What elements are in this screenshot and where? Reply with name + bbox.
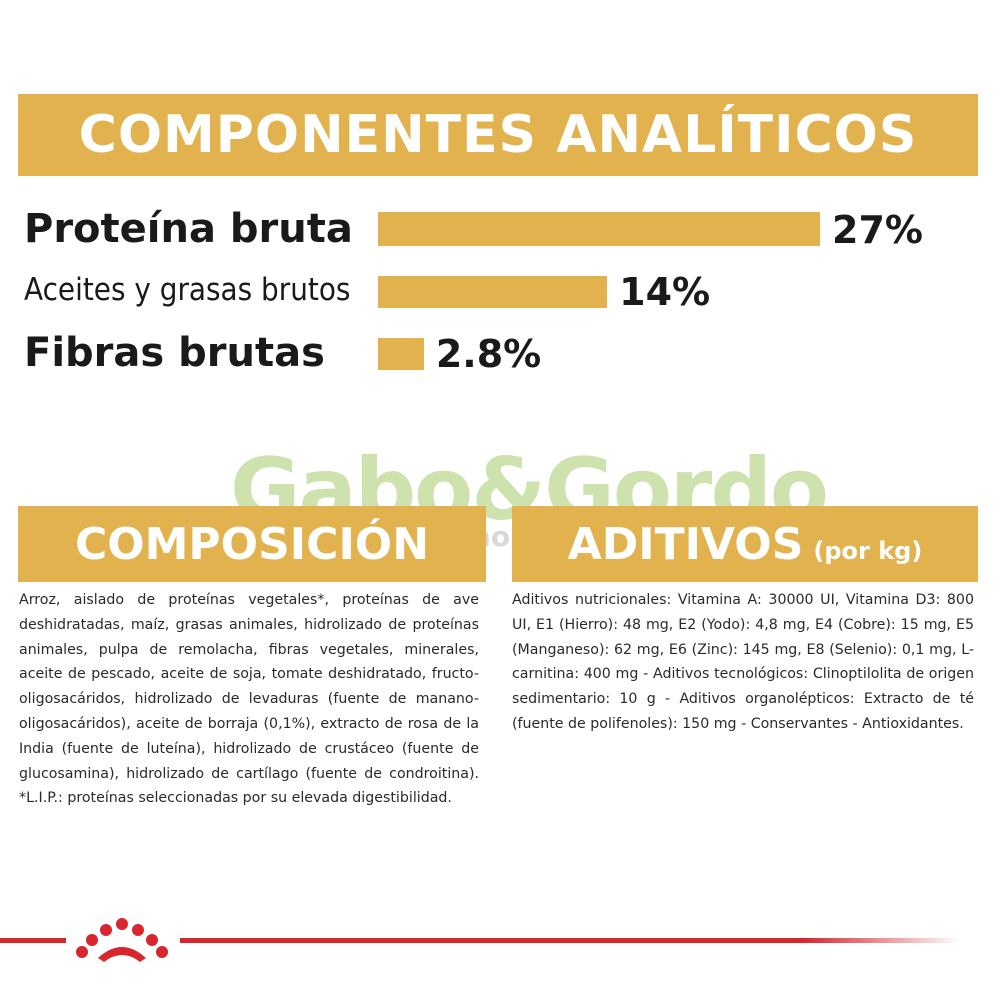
composition-paragraph: Arroz, aislado de proteínas vegetales*, … — [19, 592, 479, 807]
footer-red-line-left — [0, 938, 66, 943]
metric-value-fat: 14% — [619, 270, 711, 314]
additives-heading: ADITIVOS (por kg) — [512, 506, 978, 582]
composition-heading-text: COMPOSICIÓN — [74, 518, 430, 570]
metric-label-protein: Proteína bruta — [24, 206, 353, 252]
metric-label-fat: Aceites y grasas brutos — [24, 272, 351, 308]
metric-label-fiber: Fibras brutas — [24, 330, 325, 376]
components-heading-text: COMPONENTES ANALÍTICOS — [78, 105, 918, 165]
additives-paragraph: Aditivos nutricionales: Vitamina A: 3000… — [512, 592, 974, 732]
metric-value-fiber: 2.8% — [435, 332, 542, 376]
royal-canin-crown-icon — [76, 918, 168, 962]
components-heading: COMPONENTES ANALÍTICOS — [18, 94, 978, 176]
metric-bar-protein — [378, 212, 820, 246]
metric-bar-fiber — [378, 338, 424, 370]
footer-red-line-right — [180, 938, 960, 943]
metric-value-protein: 27% — [832, 208, 923, 252]
composition-heading: COMPOSICIÓN — [18, 506, 486, 582]
metric-bar-fat — [378, 276, 608, 308]
additives-heading-text: ADITIVOS — [567, 518, 804, 570]
additives-unit-text: (por kg) — [813, 537, 923, 565]
